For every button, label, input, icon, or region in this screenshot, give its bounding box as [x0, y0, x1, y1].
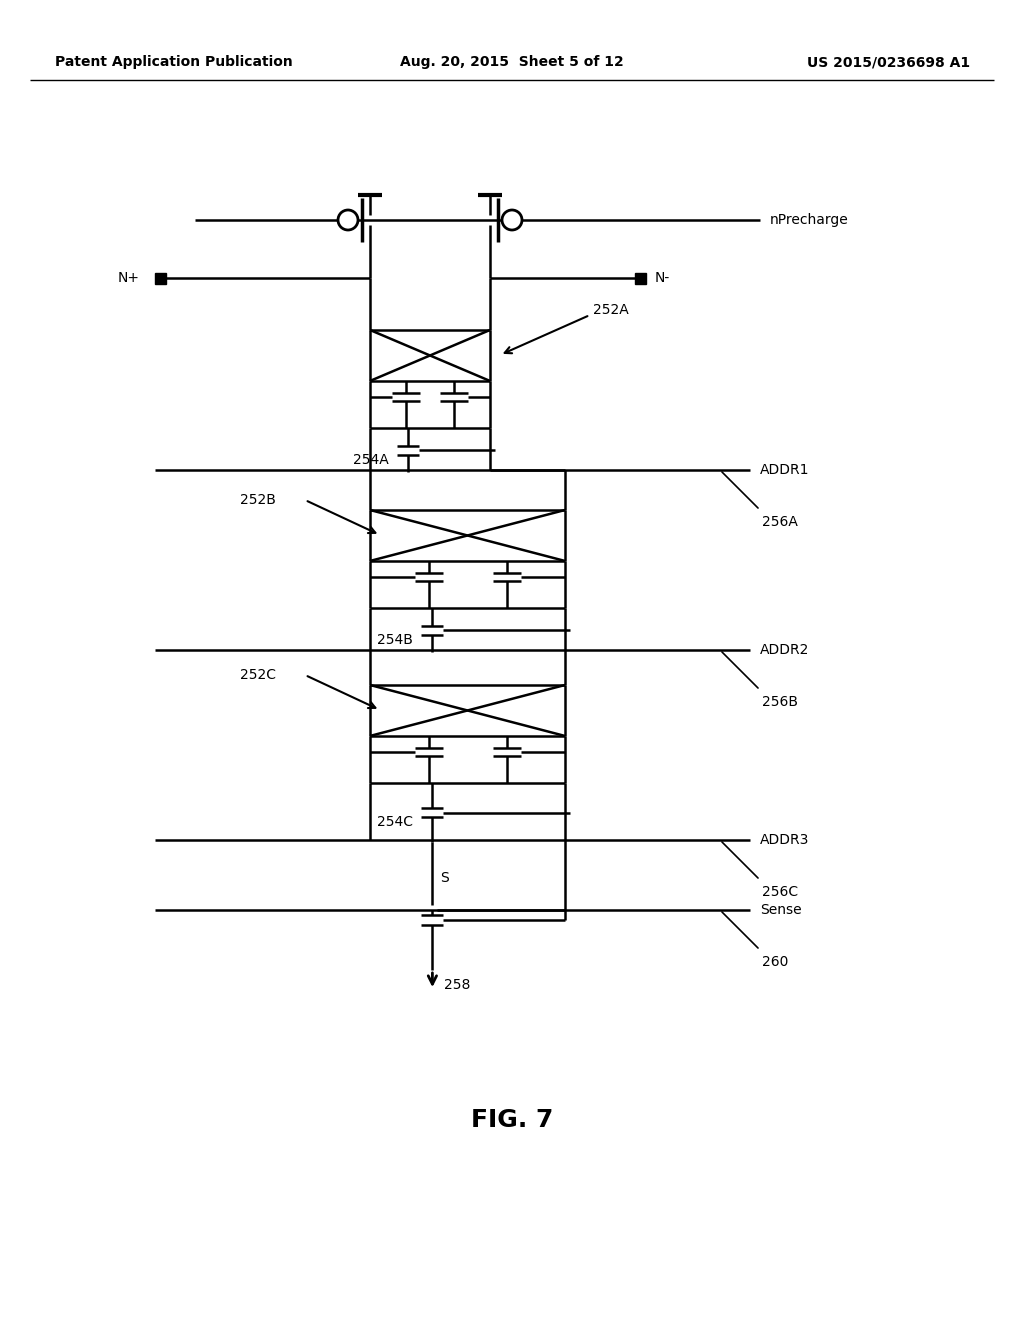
Bar	[635, 273, 646, 284]
Text: 260: 260	[762, 954, 788, 969]
Text: Patent Application Publication: Patent Application Publication	[55, 55, 293, 69]
Text: N+: N+	[118, 271, 140, 285]
Text: 254A: 254A	[353, 453, 389, 467]
Text: ADDR2: ADDR2	[760, 643, 809, 657]
Text: 252B: 252B	[240, 492, 275, 507]
Text: 256A: 256A	[762, 515, 798, 529]
Text: 252C: 252C	[240, 668, 276, 682]
Text: ADDR1: ADDR1	[760, 463, 810, 477]
Text: S: S	[440, 871, 450, 886]
Text: 256C: 256C	[762, 884, 798, 899]
Text: Aug. 20, 2015  Sheet 5 of 12: Aug. 20, 2015 Sheet 5 of 12	[400, 55, 624, 69]
Text: ADDR3: ADDR3	[760, 833, 809, 847]
Text: 254C: 254C	[378, 816, 414, 829]
Text: Sense: Sense	[760, 903, 802, 917]
Text: 252A: 252A	[593, 304, 629, 317]
Circle shape	[502, 210, 522, 230]
Text: N-: N-	[655, 271, 671, 285]
Bar	[155, 273, 166, 284]
Circle shape	[338, 210, 358, 230]
Text: 256B: 256B	[762, 696, 798, 709]
Text: 254B: 254B	[378, 634, 414, 647]
Text: 258: 258	[444, 978, 471, 993]
Text: nPrecharge: nPrecharge	[770, 213, 849, 227]
Text: FIG. 7: FIG. 7	[471, 1107, 553, 1133]
Text: US 2015/0236698 A1: US 2015/0236698 A1	[807, 55, 970, 69]
